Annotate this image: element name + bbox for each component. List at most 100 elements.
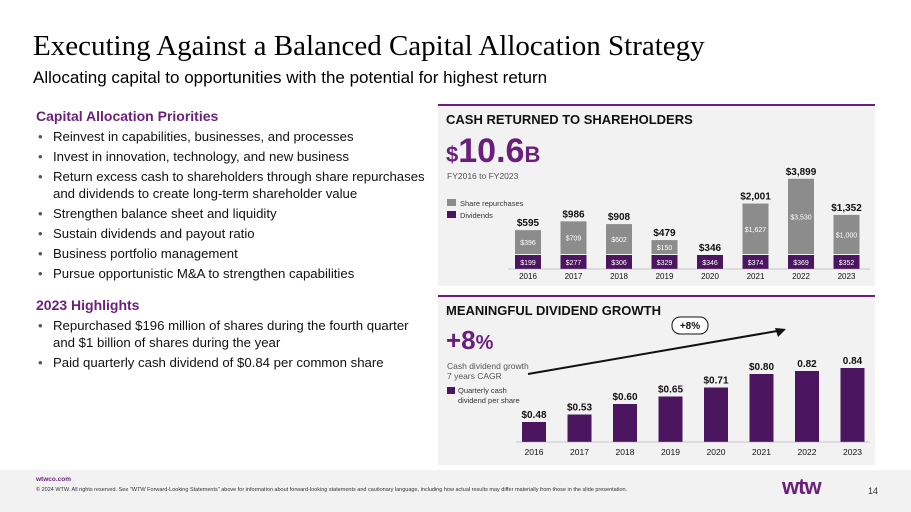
highlights-heading: 2023 Highlights — [36, 297, 140, 313]
value-label: $0.53 — [567, 403, 592, 414]
dividend-growth-bar — [613, 404, 637, 442]
repurchase-label: $150 — [657, 245, 673, 252]
cagr-line-1: Cash dividend growth — [447, 361, 529, 371]
dividend-bar — [697, 255, 723, 269]
growth-badge: +8% — [680, 321, 700, 332]
list-item: Invest in innovation, technology, and ne… — [36, 148, 426, 165]
total-label: $479 — [653, 228, 676, 239]
dividend-label: $306 — [611, 260, 627, 267]
dividend-growth-bar — [658, 396, 683, 442]
total-label: $3,899 — [786, 167, 817, 178]
legend-dividend-label-1: Quarterly cash — [458, 386, 507, 395]
repurchase-bar — [833, 214, 860, 254]
legend-dividends-label: Dividends — [460, 211, 493, 220]
dividend-label: $374 — [748, 260, 764, 267]
dividend-bar — [515, 255, 541, 269]
x-tick-label: 2018 — [616, 447, 635, 457]
dividend-label: $199 — [520, 260, 536, 267]
total-label: $1,352 — [831, 203, 862, 214]
x-tick-label: 2019 — [661, 447, 680, 457]
dividend-label: $369 — [793, 260, 809, 267]
x-tick-label: 2022 — [798, 447, 817, 457]
x-tick-label: 2017 — [570, 447, 589, 457]
repurchase-bar — [606, 224, 632, 254]
list-item: Repurchased $196 million of shares durin… — [36, 317, 426, 351]
repurchase-bar — [742, 203, 769, 254]
repurchase-label: $1,627 — [745, 227, 767, 234]
dividend-bar — [742, 255, 769, 269]
cash-total-suffix: B — [524, 142, 541, 167]
cash-total: $10.6B — [446, 132, 540, 171]
dividend-bar — [833, 255, 860, 269]
total-label: $908 — [608, 212, 631, 223]
dividend-cagr-suffix: % — [475, 332, 494, 354]
cash-panel-heading: CASH RETURNED TO SHAREHOLDERS — [446, 112, 693, 127]
priorities-heading: Capital Allocation Priorities — [36, 108, 219, 124]
x-tick-label: 2022 — [792, 272, 810, 281]
cagr-line-2: 7 years CAGR — [447, 371, 502, 381]
dividend-bar — [651, 255, 678, 269]
repurchase-bar — [788, 178, 814, 254]
x-tick-label: 2020 — [707, 447, 726, 457]
growth-arrow-head — [775, 328, 786, 337]
slide-title: Executing Against a Balanced Capital All… — [33, 30, 705, 62]
growth-badge-box — [671, 316, 709, 335]
footer-site-link[interactable]: wtwco.com — [36, 476, 72, 483]
value-label: $0.80 — [749, 362, 774, 373]
cash-period: FY2016 to FY2023 — [447, 171, 519, 181]
repurchase-bar — [651, 240, 678, 254]
slide-subtitle: Allocating capital to opportunities with… — [33, 68, 548, 87]
legend-dividends-swatch — [447, 211, 456, 218]
dividend-growth-bar — [795, 371, 819, 442]
list-item: Sustain dividends and payout ratio — [36, 225, 426, 242]
value-label: $0.71 — [703, 376, 728, 387]
x-tick-label: 2023 — [843, 447, 862, 457]
dividend-label: $277 — [566, 260, 582, 267]
highlights-list: Repurchased $196 million of shares durin… — [36, 317, 426, 371]
repurchase-label: $3,530 — [790, 214, 812, 221]
x-tick-label: 2023 — [838, 272, 856, 281]
value-label: 0.82 — [797, 359, 817, 370]
repurchase-label: $709 — [566, 236, 582, 243]
growth-arrow — [527, 329, 784, 375]
x-tick-label: 2020 — [701, 272, 719, 281]
x-tick-label: 2018 — [610, 272, 628, 281]
dividend-label: $346 — [702, 260, 718, 267]
list-item: Paid quarterly cash dividend of $0.84 pe… — [36, 354, 426, 371]
list-item: Return excess cash to shareholders throu… — [36, 168, 426, 202]
dividend-cagr: +8% — [446, 325, 493, 356]
repurchase-label: $1,000 — [836, 232, 858, 239]
dividend-growth-chart: Quarterly cash dividend per share +8% $0… — [447, 316, 870, 457]
total-label: $346 — [699, 243, 722, 254]
priorities-list: Reinvest in capabilities, businesses, an… — [36, 128, 426, 282]
list-item: Reinvest in capabilities, businesses, an… — [36, 128, 426, 145]
dividend-growth-bar — [704, 387, 728, 442]
dividend-panel-heading: MEANINGFUL DIVIDEND GROWTH — [446, 303, 661, 318]
dividend-growth-bar — [749, 374, 774, 442]
wtw-logo: wtw — [782, 474, 822, 499]
value-label: $0.65 — [658, 385, 683, 396]
x-tick-label: 2016 — [519, 272, 537, 281]
value-label: $0.60 — [612, 392, 637, 403]
x-tick-label: 2021 — [747, 272, 765, 281]
x-tick-label: 2021 — [752, 447, 771, 457]
page-number: 14 — [868, 486, 879, 496]
dividend-bar — [606, 255, 632, 269]
dividend-growth-panel: MEANINGFUL DIVIDEND GROWTH +8% Cash divi… — [438, 295, 875, 465]
left-column: Capital Allocation Priorities Reinvest i… — [36, 108, 426, 374]
list-item: Business portfolio management — [36, 245, 426, 262]
x-tick-label: 2019 — [656, 272, 674, 281]
repurchase-label: $602 — [611, 237, 627, 244]
dividend-bar — [788, 255, 814, 269]
dividend-growth-bar — [567, 414, 592, 442]
total-label: $595 — [517, 218, 540, 229]
footer-legal-text: © 2024 WTW. All rights reserved. See "WT… — [36, 487, 628, 493]
list-item: Strengthen balance sheet and liquidity — [36, 205, 426, 222]
cash-total-value: 10.6 — [458, 132, 525, 170]
dividend-label: $329 — [657, 260, 673, 267]
dividend-cagr-value: +8 — [446, 325, 476, 355]
value-label: 0.84 — [843, 356, 863, 367]
dividend-growth-bar — [522, 422, 546, 442]
dividend-growth-bar — [840, 368, 865, 442]
cash-returned-panel: CASH RETURNED TO SHAREHOLDERS $10.6B FY2… — [438, 104, 875, 286]
